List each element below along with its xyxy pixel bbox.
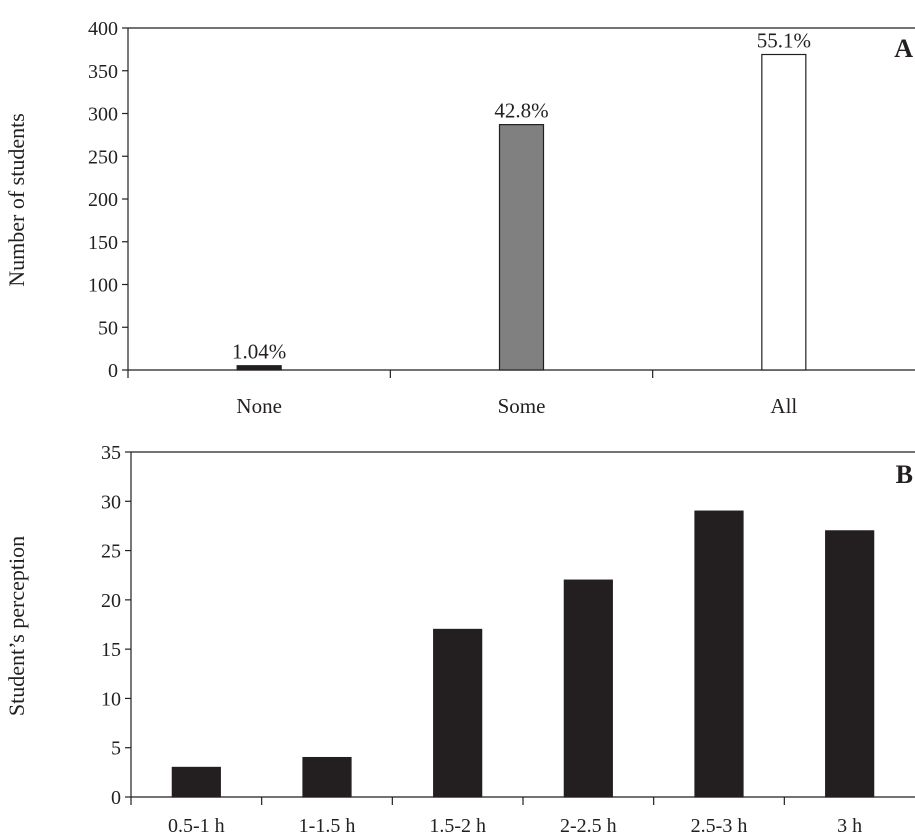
panel-a-y-tick-label: 250: [88, 146, 118, 168]
panel-a-x-tick-label: All: [770, 394, 797, 418]
panel-b-y-tick-label: 30: [101, 491, 121, 513]
panel-a-bar-value-label: 42.8%: [494, 99, 548, 123]
chart-panel-b: B Student’s perception 0 5 10 15 20 25 30 35 0.…: [4, 442, 915, 837]
panel-a-x-tick-label: Some: [498, 394, 546, 418]
panel-a-y-tick-label: 300: [88, 104, 118, 126]
panel-b-y-axis-label: Student’s perception: [4, 536, 29, 716]
panel-a-y-tick-label: 50: [98, 317, 118, 339]
panel-b-bar: [563, 579, 613, 798]
panel-b-x-tick-label: 1-1.5 h: [299, 815, 356, 837]
panel-b-bar: [694, 510, 744, 798]
panel-b-y-tick-label: 25: [101, 541, 121, 563]
panel-a-y-tick-label: 200: [88, 189, 118, 211]
panel-a-x-tick-label: None: [236, 394, 282, 418]
panel-a-bar: [761, 53, 807, 371]
panel-b-x-tick-label: 0.5-1 h: [168, 815, 225, 837]
panel-b-bar: [825, 530, 875, 798]
panel-a-y-tick-label: 100: [88, 275, 118, 297]
panel-b-bar: [433, 628, 483, 798]
chart-panel-a: A Number of students 0 50 100 150 200 250 300 3…: [4, 18, 915, 418]
panel-a-y-axis-label: Number of students: [4, 113, 29, 287]
panel-a-y-tick-label: 150: [88, 232, 118, 254]
panel-a-letter: A: [894, 34, 913, 63]
panel-b-y-tick-label: 5: [111, 738, 121, 760]
panel-a-bar: [236, 365, 282, 371]
panel-b-y-tick-label: 35: [101, 442, 121, 464]
panel-b-bar: [302, 756, 352, 798]
panel-a-bar: [498, 124, 545, 371]
panel-a-bar-value-label: 1.04%: [232, 340, 286, 364]
panel-b-letter: B: [896, 460, 913, 489]
panel-b-x-tick-label: 1.5-2 h: [429, 815, 486, 837]
panel-b-y-tick-label: 0: [111, 787, 121, 809]
panel-b-y-tick-label: 10: [101, 688, 121, 710]
panel-b-x-tick-label: 2-2.5 h: [560, 815, 617, 837]
panel-b-x-tick-label: 3 h: [837, 815, 862, 837]
panel-b-x-tick-label: 2.5-3 h: [691, 815, 748, 837]
panel-a-y-tick-label: 400: [88, 18, 118, 40]
panel-a-bar-value-label: 55.1%: [757, 29, 811, 53]
panel-b-y-tick-label: 15: [101, 639, 121, 661]
panel-b-bar: [171, 766, 221, 798]
panel-a-y-tick-label: 0: [108, 360, 118, 382]
panel-a-y-tick-label: 350: [88, 61, 118, 83]
panel-b-y-tick-label: 20: [101, 590, 121, 612]
